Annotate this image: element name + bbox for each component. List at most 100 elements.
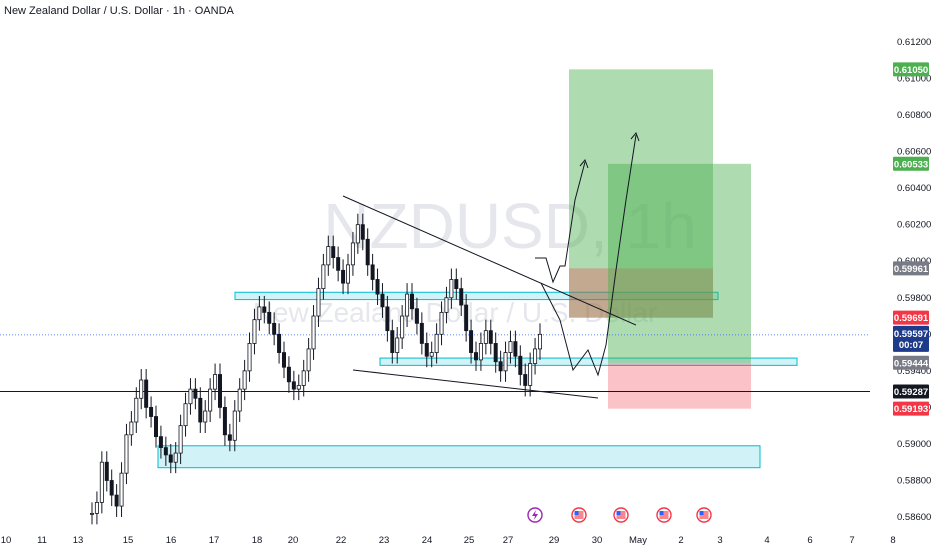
y-tick-label: 0.58600	[897, 512, 931, 523]
candle-body	[350, 242, 355, 266]
y-tick-label: 0.60400	[897, 183, 931, 194]
candle-body	[478, 343, 483, 361]
us-flag-stripes	[574, 511, 584, 519]
x-tick-label: 30	[592, 535, 603, 546]
price-tag	[893, 355, 929, 370]
candle-body	[508, 341, 513, 353]
stop-zone	[569, 268, 713, 318]
candle-body	[208, 388, 213, 412]
candle-body	[311, 315, 316, 350]
lightning-icon-bolt	[532, 510, 538, 520]
candle-body	[134, 397, 139, 423]
x-tick-label: 25	[464, 535, 475, 546]
us-flag-stripes	[659, 511, 669, 519]
candle-body	[375, 279, 380, 295]
us-flag-canton	[574, 511, 579, 515]
last-price-tag	[893, 325, 929, 352]
candle-body	[331, 246, 336, 258]
candle-body	[464, 304, 469, 332]
candle-body	[124, 434, 129, 474]
price-tag-label: 0.60533	[894, 159, 928, 170]
candle-body	[483, 330, 488, 344]
candle-body	[316, 288, 321, 317]
candle-body	[281, 352, 286, 368]
candles-layer	[90, 213, 543, 525]
candle-body	[424, 343, 429, 357]
candle-body	[444, 297, 449, 313]
candle-body	[193, 388, 198, 399]
support-zone	[379, 357, 798, 366]
price-tag	[893, 261, 929, 276]
candle-body	[203, 410, 208, 423]
candle-body	[296, 385, 301, 390]
price-tag	[893, 384, 929, 399]
candle-body	[301, 370, 306, 386]
candle-body	[449, 279, 454, 299]
candle-body	[222, 406, 227, 436]
x-tick-label: 29	[549, 535, 560, 546]
x-tick-label: May	[629, 535, 647, 546]
y-tick-label: 0.61000	[897, 73, 931, 84]
target-zone	[608, 163, 751, 363]
y-tick-label: 0.60800	[897, 110, 931, 121]
x-tick-label: 27	[503, 535, 514, 546]
candle-body	[493, 343, 498, 363]
x-tick-label: 24	[422, 535, 433, 546]
event-icons	[527, 507, 712, 523]
candle-body	[345, 264, 350, 284]
us-flag-stripes	[616, 511, 626, 519]
x-tick-label: 10	[1, 535, 12, 546]
price-tag-label: 0.59961	[894, 264, 929, 275]
candle-body	[262, 306, 267, 313]
zones-layer	[157, 291, 798, 469]
candle-body	[355, 224, 360, 244]
x-tick-label: 7	[849, 535, 854, 546]
arrow-head	[630, 132, 640, 142]
y-tick-label: 0.60200	[897, 220, 931, 231]
candle-body	[414, 308, 419, 324]
candle-body	[469, 330, 474, 353]
candle-body	[306, 348, 311, 372]
price-tag-label: 0.61050	[894, 65, 928, 76]
candle-body	[227, 434, 232, 441]
candle-body	[291, 381, 296, 390]
time-axis[interactable]: 10 11 13 15 16 17 18 20 22 23 24 25 27 29 30 May 2 3 4 6 7 8	[1, 535, 896, 546]
candle-body	[400, 315, 405, 339]
projection-path	[535, 161, 586, 284]
candle-body	[503, 352, 508, 372]
candle-body	[419, 322, 424, 344]
candle-body	[99, 461, 104, 503]
candle-body	[217, 374, 222, 408]
price-axis[interactable]: 0.61200 0.61000 0.60800 0.60600 0.60400 0.602…	[897, 37, 931, 523]
y-tick-label: 0.59800	[897, 293, 931, 304]
x-tick-label: 6	[807, 535, 812, 546]
candle-body	[380, 293, 385, 308]
projection-path	[540, 282, 607, 377]
candle-body	[94, 502, 99, 514]
candle-body	[178, 425, 183, 454]
x-tick-label: 23	[379, 535, 390, 546]
x-tick-label: 16	[166, 535, 177, 546]
candle-body	[341, 269, 346, 284]
candle-body	[409, 293, 414, 310]
candle-body	[129, 421, 134, 436]
candle-body	[326, 246, 331, 266]
candle-body	[188, 388, 193, 405]
candle-body	[365, 238, 370, 266]
candle-body	[257, 306, 262, 321]
candle-body	[473, 352, 478, 361]
chart-title: New Zealand Dollar / U.S. Dollar · 1h · …	[4, 5, 234, 17]
support-zone	[157, 445, 761, 469]
x-tick-label: 11	[37, 535, 47, 546]
y-tick-label: 0.61200	[897, 37, 931, 48]
x-tick-label: 4	[764, 535, 769, 546]
candle-body	[163, 447, 168, 456]
candle-body	[488, 330, 493, 344]
candle-body	[459, 288, 464, 306]
candle-body	[149, 406, 154, 417]
x-tick-label: 8	[890, 535, 895, 546]
x-tick-label: 20	[288, 535, 299, 546]
price-tag	[893, 62, 929, 77]
x-tick-label: 2	[678, 535, 683, 546]
